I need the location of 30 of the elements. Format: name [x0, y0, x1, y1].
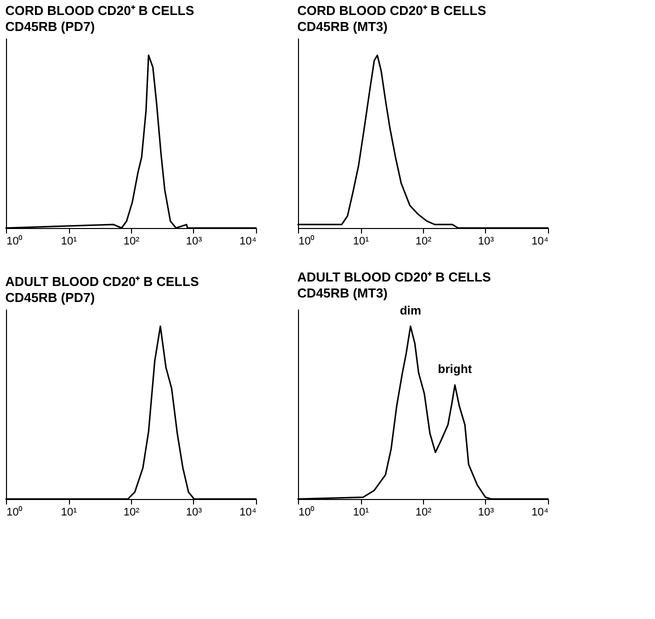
chart-title: CORD BLOOD CD20⁺ B CELLS	[5, 3, 194, 18]
x-tick-label: 10¹	[61, 506, 78, 518]
x-tick-label: 10²	[124, 506, 140, 518]
x-tick-label: 10¹	[353, 236, 370, 248]
x-tick-label: 10⁰	[6, 234, 23, 248]
chart-subtitle: CD45RB (PD7)	[5, 19, 95, 34]
x-tick-label: 10¹	[353, 506, 370, 518]
x-tick-label: 10⁰	[298, 506, 315, 518]
annotation: bright	[438, 362, 472, 376]
x-tick-label: 10⁴	[532, 506, 549, 518]
chart-title: CORD BLOOD CD20⁺ B CELLS	[297, 3, 486, 18]
x-tick-label: 10⁴	[240, 506, 257, 518]
x-tick-label: 10²	[416, 506, 432, 518]
x-tick-label: 10⁰	[6, 506, 23, 518]
chart-subtitle: CD45RB (PD7)	[5, 290, 95, 305]
x-tick-label: 10⁴	[240, 236, 257, 248]
x-tick-label: 10⁰	[298, 234, 315, 248]
chart-title: ADULT BLOOD CD20⁺ B CELLS	[297, 269, 492, 284]
x-tick-label: 10²	[416, 236, 432, 248]
x-tick-label: 10³	[478, 506, 494, 518]
chart-title: ADULT BLOOD CD20⁺ B CELLS	[5, 274, 200, 289]
x-tick-label: 10³	[186, 236, 202, 248]
x-tick-label: 10⁴	[532, 236, 549, 248]
x-tick-label: 10¹	[61, 236, 78, 248]
x-tick-label: 10³	[186, 506, 202, 518]
chart-subtitle: CD45RB (MT3)	[297, 285, 388, 300]
x-tick-label: 10³	[478, 236, 494, 248]
chart-subtitle: CD45RB (MT3)	[297, 19, 388, 34]
x-tick-label: 10²	[124, 236, 140, 248]
annotation: dim	[400, 303, 422, 318]
